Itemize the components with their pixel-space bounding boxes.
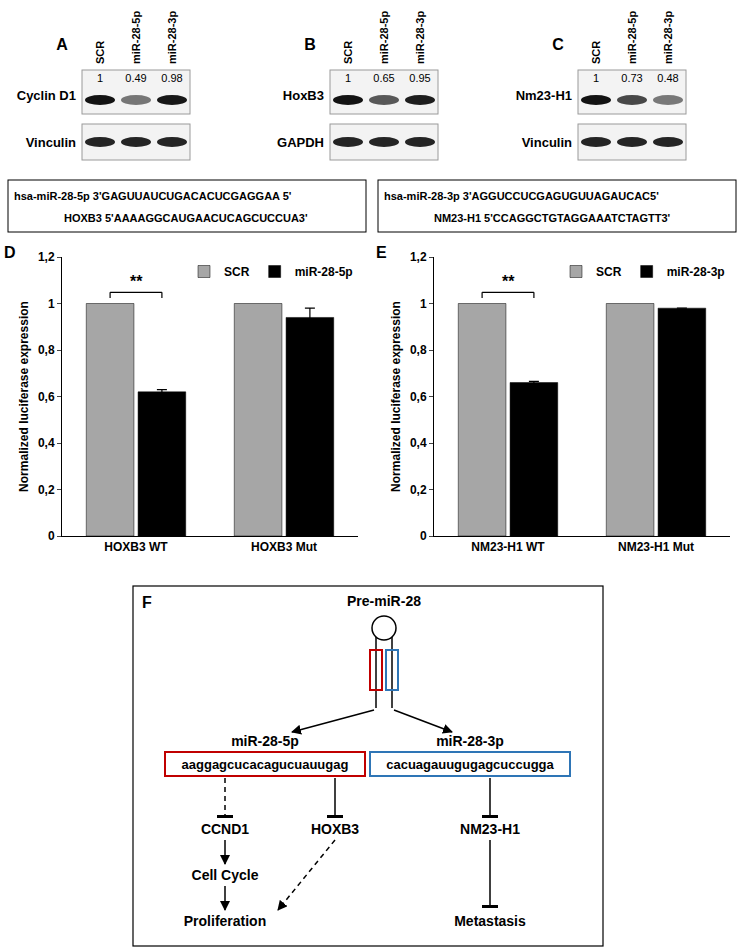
- svg-text:miR-28-5p: miR-28-5p: [295, 265, 353, 279]
- svg-text:SCR: SCR: [596, 265, 622, 279]
- svg-text:SCR: SCR: [224, 265, 250, 279]
- svg-text:Normalized luciferase expressi: Normalized luciferase expression: [17, 301, 31, 492]
- svg-text:Nm23-H1: Nm23-H1: [516, 88, 572, 103]
- svg-text:**: **: [502, 273, 515, 290]
- svg-text:0,6: 0,6: [410, 390, 427, 404]
- svg-text:miR-28-5p: miR-28-5p: [626, 11, 638, 64]
- svg-text:1: 1: [593, 72, 599, 84]
- svg-text:0: 0: [48, 529, 55, 543]
- svg-text:miR-28-5p: miR-28-5p: [130, 11, 142, 64]
- svg-text:0.95: 0.95: [409, 72, 430, 84]
- svg-text:NM23-H1: NM23-H1: [460, 821, 520, 837]
- svg-text:miR-28-3p: miR-28-3p: [436, 733, 504, 749]
- svg-text:0,4: 0,4: [38, 436, 55, 450]
- svg-text:1: 1: [345, 72, 351, 84]
- svg-text:0,8: 0,8: [38, 343, 55, 357]
- svg-text:HOXB3 Mut: HOXB3 Mut: [251, 540, 317, 554]
- svg-text:Cyclin D1: Cyclin D1: [17, 88, 76, 103]
- svg-text:NM23-H1 5'CCAGGCTGTAGGAAATCTAG: NM23-H1 5'CCAGGCTGTAGGAAATCTAGTT3': [434, 212, 671, 224]
- svg-text:D: D: [4, 244, 16, 261]
- svg-text:0,4: 0,4: [410, 436, 427, 450]
- svg-text:hsa-miR-28-5p 3'GAGUUAUCUGACAC: hsa-miR-28-5p 3'GAGUUAUCUGACACUCGAGGAA 5…: [14, 190, 292, 202]
- svg-text:Metastasis: Metastasis: [454, 913, 526, 929]
- svg-text:HoxB3: HoxB3: [283, 88, 324, 103]
- svg-text:A: A: [56, 36, 68, 53]
- svg-text:Cell Cycle: Cell Cycle: [192, 867, 259, 883]
- svg-text:0.98: 0.98: [161, 72, 182, 84]
- svg-text:E: E: [376, 244, 387, 261]
- svg-text:HOXB3 5'AAAAGGCAUGAACUCAGCUCCU: HOXB3 5'AAAAGGCAUGAACUCAGCUCCUA3': [64, 212, 308, 224]
- svg-text:0.73: 0.73: [621, 72, 642, 84]
- svg-text:Normalized luciferase expressi: Normalized luciferase expression: [389, 301, 403, 492]
- svg-text:HOXB3 WT: HOXB3 WT: [104, 540, 168, 554]
- svg-text:F: F: [142, 594, 152, 611]
- svg-text:0.65: 0.65: [373, 72, 394, 84]
- svg-text:C: C: [552, 36, 564, 53]
- svg-text:SCR: SCR: [342, 41, 354, 64]
- svg-text:hsa-miR-28-3p 3'AGGUCCUCGAGUGU: hsa-miR-28-3p 3'AGGUCCUCGAGUGUUAGAUCAC5': [384, 190, 659, 202]
- svg-text:SCR: SCR: [94, 41, 106, 64]
- svg-text:0,2: 0,2: [410, 483, 427, 497]
- svg-text:1,2: 1,2: [410, 250, 427, 264]
- svg-text:0.48: 0.48: [657, 72, 678, 84]
- svg-text:0,6: 0,6: [38, 390, 55, 404]
- svg-text:B: B: [304, 36, 316, 53]
- svg-text:miR-28-3p: miR-28-3p: [414, 11, 426, 64]
- svg-text:Vinculin: Vinculin: [522, 135, 572, 150]
- svg-text:1: 1: [48, 297, 55, 311]
- svg-text:0: 0: [420, 529, 427, 543]
- svg-text:SCR: SCR: [590, 41, 602, 64]
- svg-text:Vinculin: Vinculin: [26, 135, 76, 150]
- svg-text:1: 1: [97, 72, 103, 84]
- svg-text:Pre-miR-28: Pre-miR-28: [347, 593, 421, 609]
- svg-text:GAPDH: GAPDH: [277, 135, 324, 150]
- svg-text:Proliferation: Proliferation: [184, 913, 266, 929]
- svg-text:miR-28-5p: miR-28-5p: [231, 733, 299, 749]
- svg-text:cacuagauugugagcuccugga: cacuagauugugagcuccugga: [386, 757, 554, 772]
- svg-text:miR-28-3p: miR-28-3p: [667, 265, 725, 279]
- svg-text:NM23-H1 Mut: NM23-H1 Mut: [618, 540, 694, 554]
- svg-text:miR-28-3p: miR-28-3p: [662, 11, 674, 64]
- svg-text:NM23-H1 WT: NM23-H1 WT: [471, 540, 545, 554]
- svg-text:CCND1: CCND1: [201, 821, 249, 837]
- svg-text:miR-28-3p: miR-28-3p: [166, 11, 178, 64]
- svg-text:0,2: 0,2: [38, 483, 55, 497]
- svg-text:aaggagcucacagucuauugag: aaggagcucacagucuauugag: [182, 757, 349, 772]
- svg-text:miR-28-5p: miR-28-5p: [378, 11, 390, 64]
- svg-text:1: 1: [420, 297, 427, 311]
- svg-text:0.49: 0.49: [125, 72, 146, 84]
- svg-text:HOXB3: HOXB3: [311, 821, 359, 837]
- svg-text:**: **: [130, 273, 143, 290]
- svg-text:1,2: 1,2: [38, 250, 55, 264]
- svg-text:0,8: 0,8: [410, 343, 427, 357]
